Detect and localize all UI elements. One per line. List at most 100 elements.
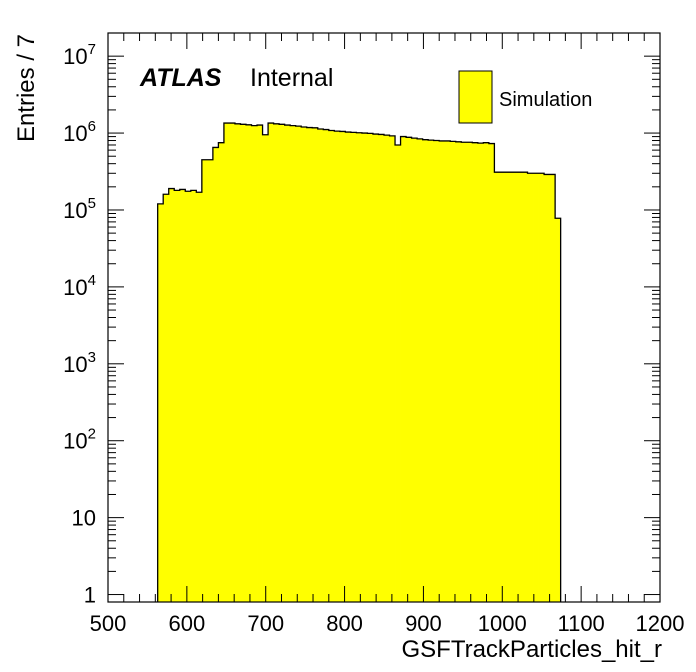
histogram-bin bbox=[367, 133, 374, 602]
x-tick-label: 1000 bbox=[478, 611, 527, 636]
y-tick-label: 106 bbox=[63, 118, 96, 146]
histogram-bin bbox=[323, 129, 330, 602]
histogram-bin bbox=[251, 125, 258, 602]
histogram-bin bbox=[262, 134, 269, 603]
histogram-bin bbox=[450, 141, 457, 602]
histogram-bin bbox=[185, 191, 192, 602]
histogram-bin bbox=[317, 128, 324, 602]
histogram-bin bbox=[246, 124, 252, 602]
histogram-bin bbox=[218, 142, 225, 602]
histogram-bin bbox=[279, 124, 286, 602]
histogram-bin bbox=[179, 189, 186, 602]
histogram-bin bbox=[223, 123, 230, 602]
histogram-bin bbox=[522, 172, 528, 602]
histogram-bin bbox=[339, 131, 346, 602]
histogram-bin bbox=[372, 134, 379, 603]
histogram-bin bbox=[350, 132, 357, 603]
x-axis-title: GSFTrackParticles_hit_r bbox=[401, 636, 662, 663]
histogram-bin bbox=[212, 147, 219, 602]
histogram-bin bbox=[306, 127, 313, 602]
y-axis: 1 10 102 103 104 105 106 107 bbox=[63, 32, 660, 608]
histogram-layer bbox=[157, 122, 562, 603]
histogram-bin bbox=[196, 192, 203, 602]
histogram-bin bbox=[201, 159, 208, 603]
histogram-bin bbox=[472, 142, 479, 602]
y-tick-label: 105 bbox=[63, 195, 96, 223]
histogram-bin bbox=[466, 142, 473, 603]
histogram-bin bbox=[527, 173, 534, 603]
histogram-bin bbox=[411, 138, 418, 602]
y-tick-label: 102 bbox=[63, 426, 96, 454]
histogram-bin bbox=[301, 126, 308, 602]
histogram-bin bbox=[433, 140, 440, 602]
x-axis: 500 600 700 800 900 1000 1100 1200 bbox=[90, 33, 685, 636]
histogram-bin bbox=[549, 174, 556, 602]
histogram-bin bbox=[395, 144, 401, 602]
histogram-bin bbox=[400, 136, 407, 602]
histogram-bin bbox=[240, 124, 247, 602]
histogram-bin bbox=[461, 142, 468, 603]
histogram-bin bbox=[190, 190, 197, 603]
histogram-bin bbox=[229, 123, 236, 602]
histogram-bin bbox=[510, 172, 517, 602]
histogram-bin bbox=[273, 123, 280, 602]
histogram-bin bbox=[361, 133, 368, 602]
x-tick-label: 500 bbox=[90, 611, 127, 636]
histogram-bin bbox=[384, 135, 390, 602]
histogram-bin bbox=[312, 127, 319, 602]
histogram-bin bbox=[345, 132, 352, 602]
x-tick-label: 800 bbox=[326, 611, 363, 636]
histogram-bin bbox=[257, 125, 263, 602]
x-tick-label: 600 bbox=[168, 611, 205, 636]
x-tick-label: 700 bbox=[247, 611, 284, 636]
histogram-bin bbox=[428, 140, 435, 603]
histogram-bin bbox=[174, 190, 181, 603]
x-tick-label: 1200 bbox=[636, 611, 685, 636]
legend-entry-simulation: Simulation bbox=[499, 89, 592, 111]
histogram-bin bbox=[328, 130, 335, 602]
histogram-bin bbox=[268, 123, 274, 602]
histogram-bin bbox=[499, 172, 506, 602]
histogram-bin bbox=[378, 134, 385, 602]
histogram-bin bbox=[163, 194, 170, 602]
histogram-bin bbox=[290, 125, 297, 602]
y-tick-label: 104 bbox=[63, 272, 96, 300]
y-tick-label: 107 bbox=[63, 41, 96, 69]
histogram-bin bbox=[494, 172, 501, 602]
legend: Simulation bbox=[458, 70, 592, 124]
histogram-bin bbox=[483, 142, 490, 602]
histogram-bin bbox=[444, 140, 451, 602]
x-tick-label: 1100 bbox=[557, 611, 604, 636]
histogram-bin bbox=[234, 123, 241, 602]
histogram-bin bbox=[417, 138, 424, 602]
histogram-bin bbox=[488, 143, 495, 603]
histogram-bin bbox=[544, 174, 550, 602]
histogram-bin bbox=[334, 131, 341, 602]
histogram-bin bbox=[295, 126, 302, 602]
y-axis-title: Entries / 7 bbox=[13, 34, 40, 142]
histogram-bin bbox=[207, 159, 214, 603]
histogram-bin bbox=[505, 172, 512, 602]
histogram-bin bbox=[157, 203, 164, 603]
histogram-bin bbox=[439, 140, 446, 602]
histogram-bin bbox=[356, 132, 363, 603]
histogram-bin bbox=[477, 143, 484, 602]
histogram-bin bbox=[455, 141, 462, 603]
histogram-bin bbox=[555, 218, 562, 602]
y-tick-label: 1 bbox=[84, 583, 96, 608]
histogram-bin bbox=[168, 188, 175, 602]
x-tick-label: 900 bbox=[405, 611, 442, 636]
atlas-label: ATLAS bbox=[139, 64, 222, 92]
histogram-outline bbox=[157, 122, 562, 602]
histogram-bin bbox=[538, 173, 545, 603]
legend-swatch bbox=[458, 70, 493, 124]
y-tick-label: 103 bbox=[63, 349, 96, 377]
histogram-bin bbox=[406, 137, 412, 602]
histogram-bin bbox=[422, 139, 429, 602]
y-tick-label: 10 bbox=[72, 506, 96, 531]
histogram-bin bbox=[284, 125, 291, 602]
internal-label: Internal bbox=[250, 64, 333, 92]
histogram-bin bbox=[389, 135, 396, 602]
histogram-bin bbox=[516, 172, 523, 602]
